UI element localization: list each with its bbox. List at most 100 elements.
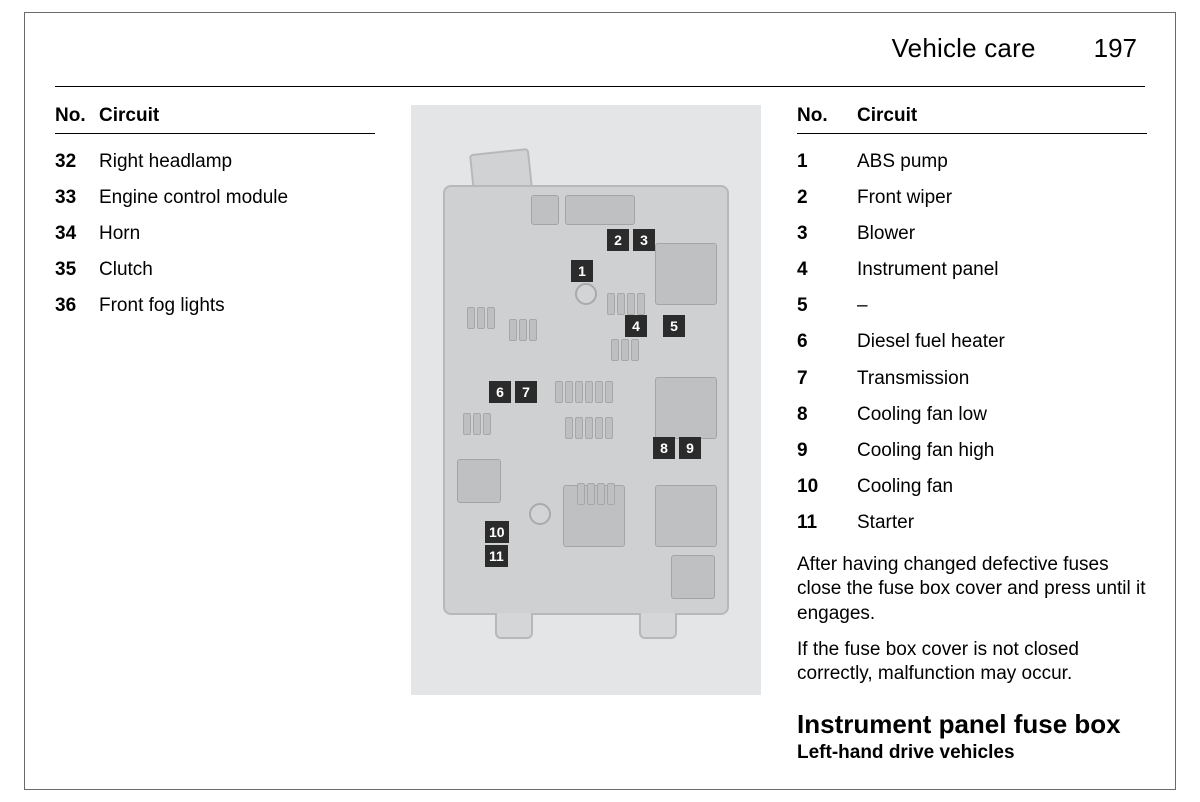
fuse-circuit: Cooling fan: [857, 469, 1147, 505]
fuse-number: 4: [797, 252, 857, 288]
fuse-number: 6: [797, 324, 857, 360]
fuse-number: 33: [55, 180, 99, 216]
table-row: 8Cooling fan low: [797, 397, 1147, 433]
subsection-heading: Instrument panel fuse box: [797, 709, 1147, 740]
table-row: 9Cooling fan high: [797, 433, 1147, 469]
table-row: 4Instrument panel: [797, 252, 1147, 288]
table-row: 32Right headlamp: [55, 144, 375, 180]
fuse-number: 2: [797, 180, 857, 216]
fuse-number: 35: [55, 252, 99, 288]
fuse-number: 36: [55, 288, 99, 324]
fuse-circuit: Transmission: [857, 361, 1147, 397]
fuse-circuit: ABS pump: [857, 144, 1147, 180]
diagram-callout-2: 2: [607, 229, 629, 251]
relay: [457, 459, 501, 503]
right-table-header: No. Circuit: [797, 105, 1147, 134]
diagram-callout-10: 10: [485, 521, 509, 543]
fuse-circuit: Starter: [857, 505, 1147, 541]
diagram-callout-6: 6: [489, 381, 511, 403]
screw-hole: [575, 283, 597, 305]
page-number: 197: [1094, 33, 1137, 64]
right-col1-label: No.: [797, 105, 857, 127]
subsection-sub: Left-hand drive vehicles: [797, 742, 1147, 764]
fuse-circuit: Front wiper: [857, 180, 1147, 216]
fuse-number: 10: [797, 469, 857, 505]
table-row: 6Diesel fuel heater: [797, 324, 1147, 360]
table-row: 10Cooling fan: [797, 469, 1147, 505]
right-col2-label: Circuit: [857, 105, 1147, 127]
section-title: Vehicle care: [892, 33, 1036, 64]
fuse-circuit: Diesel fuel heater: [857, 324, 1147, 360]
fuse-number: 11: [797, 505, 857, 541]
left-col1-label: No.: [55, 105, 99, 127]
fuse-circuit: Instrument panel: [857, 252, 1147, 288]
fuse-circuit: Cooling fan low: [857, 397, 1147, 433]
fuse-circuit: –: [857, 288, 1147, 324]
fuse-circuit: Engine control module: [99, 180, 375, 216]
fuse-bank: [577, 483, 615, 505]
fuse-circuit: Front fog lights: [99, 288, 375, 324]
relay: [531, 195, 559, 225]
screw-hole: [529, 503, 551, 525]
middle-column: 123 45 67 89 1011: [411, 105, 761, 764]
diagram-callout-8: 8: [653, 437, 675, 459]
diagram-callout-11: 11: [485, 545, 508, 567]
table-row: 7Transmission: [797, 361, 1147, 397]
fuse-circuit: Blower: [857, 216, 1147, 252]
fuse-number: 1: [797, 144, 857, 180]
table-row: 34Horn: [55, 216, 375, 252]
right-table-rows: 1ABS pump2Front wiper3Blower4Instrument …: [797, 144, 1147, 541]
fuse-number: 3: [797, 216, 857, 252]
paragraph-2: If the fuse box cover is not closed corr…: [797, 638, 1147, 687]
header-rule: [55, 86, 1145, 87]
left-table-rows: 32Right headlamp33Engine control module3…: [55, 144, 375, 324]
diagram-callout-7: 7: [515, 381, 537, 403]
fuse-circuit: Right headlamp: [99, 144, 375, 180]
diagram-callout-4: 4: [625, 315, 647, 337]
fuse-number: 9: [797, 433, 857, 469]
left-column: No. Circuit 32Right headlamp33Engine con…: [55, 105, 375, 764]
fuse-circuit: Cooling fan high: [857, 433, 1147, 469]
table-row: 33Engine control module: [55, 180, 375, 216]
fuse-number: 5: [797, 288, 857, 324]
fuse-number: 8: [797, 397, 857, 433]
left-table-header: No. Circuit: [55, 105, 375, 134]
left-col2-label: Circuit: [99, 105, 375, 127]
right-column: No. Circuit 1ABS pump2Front wiper3Blower…: [797, 105, 1147, 764]
diagram-tab: [495, 613, 533, 639]
fuse-bank: [467, 307, 495, 329]
table-row: 2Front wiper: [797, 180, 1147, 216]
relay: [655, 243, 717, 305]
fuse-bank: [509, 319, 537, 341]
diagram-callout-3: 3: [633, 229, 655, 251]
fuse-number: 7: [797, 361, 857, 397]
table-row: 1ABS pump: [797, 144, 1147, 180]
fuse-bank: [555, 381, 613, 403]
fuse-number: 34: [55, 216, 99, 252]
fuse-bank: [463, 413, 491, 435]
page-frame: Vehicle care 197 No. Circuit 32Right hea…: [24, 12, 1176, 790]
fuse-bank: [607, 293, 645, 315]
fusebox-diagram: 123 45 67 89 1011: [411, 105, 761, 695]
diagram-tab: [639, 613, 677, 639]
diagram-callout-9: 9: [679, 437, 701, 459]
table-row: 35Clutch: [55, 252, 375, 288]
fuse-bank: [565, 417, 613, 439]
table-row: 5–: [797, 288, 1147, 324]
fuse-circuit: Clutch: [99, 252, 375, 288]
page-header: Vehicle care 197: [55, 33, 1145, 76]
relay: [655, 377, 717, 439]
table-row: 11Starter: [797, 505, 1147, 541]
relay: [655, 485, 717, 547]
paragraph-1: After having changed defective fuses clo…: [797, 553, 1147, 626]
fuse-number: 32: [55, 144, 99, 180]
relay: [565, 195, 635, 225]
diagram-callout-1: 1: [571, 260, 593, 282]
content-columns: No. Circuit 32Right headlamp33Engine con…: [55, 105, 1145, 764]
table-row: 3Blower: [797, 216, 1147, 252]
fuse-bank: [611, 339, 639, 361]
diagram-callout-5: 5: [663, 315, 685, 337]
relay: [671, 555, 715, 599]
table-row: 36Front fog lights: [55, 288, 375, 324]
fuse-circuit: Horn: [99, 216, 375, 252]
